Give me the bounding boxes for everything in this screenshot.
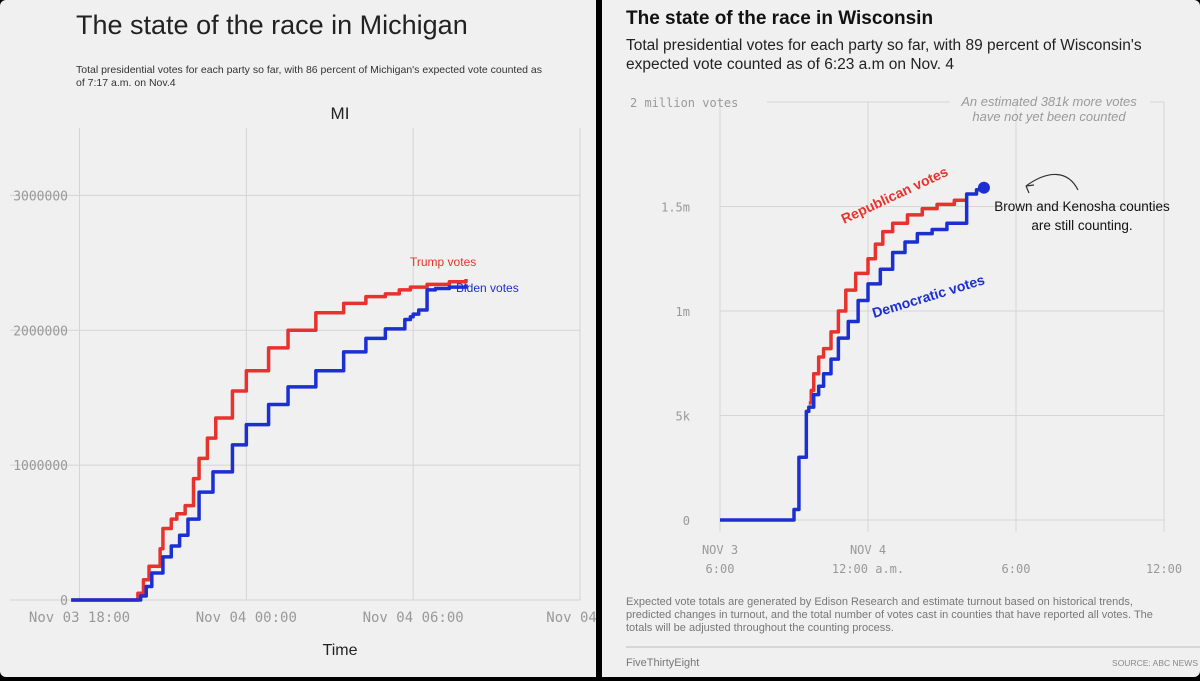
trump-votes-line — [71, 279, 468, 602]
x-tick-label: NOV 4 12:00 a.m. — [832, 543, 904, 576]
y-tick-label: 5k — [676, 410, 691, 424]
michigan-title: The state of the race in Michigan — [76, 10, 468, 40]
latest-count-dot — [977, 181, 990, 194]
x-tick-label: Nov 04 00:00 — [196, 610, 297, 626]
michigan-subtitle: Total presidential votes for each party … — [76, 64, 543, 89]
michigan-chart: Nov 03 18:00 Nov 04 00:00 Nov 04 06:00 Nov … — [10, 104, 596, 659]
biden-votes-label: Biden votes — [456, 281, 519, 295]
wisconsin-panel: The state of the race in Wisconsin Total… — [602, 0, 1200, 677]
source-label: SOURCE: ABC NEWS — [1112, 658, 1198, 668]
chart-title: MI — [331, 104, 350, 123]
x-tick-label: Nov 04 06:00 — [363, 610, 464, 626]
republican-votes-line — [808, 198, 967, 405]
x-tick-label: Nov 03 18:00 — [29, 610, 130, 626]
trump-votes-label: Trump votes — [410, 255, 476, 269]
x-axis-title: Time — [323, 642, 358, 659]
republican-votes-label: Republican votes — [839, 163, 951, 227]
x-tick-label: NOV 3 6:00 — [702, 543, 738, 576]
y-tick-label: 0 — [683, 514, 690, 528]
democratic-votes-label: Democratic votes — [870, 271, 986, 320]
brand-label: FiveThirtyEight — [626, 657, 700, 669]
callout-arrowhead — [1025, 184, 1035, 194]
wisconsin-footnote: Expected vote totals are generated by Ed… — [626, 596, 1153, 634]
x-tick-label: 6:00 — [1002, 562, 1031, 576]
michigan-panel: The state of the race in Michigan Total … — [0, 0, 596, 677]
x-tick-label: Nov 04 1 — [546, 610, 596, 626]
wisconsin-chart: NOV 3 6:00 NOV 4 12:00 a.m. 6:00 12:00 0 5k 1m 1.… — [626, 94, 1200, 648]
wisconsin-subtitle: Total presidential votes for each party … — [626, 37, 1142, 73]
wisconsin-title: The state of the race in Wisconsin — [626, 8, 934, 29]
democratic-votes-line — [720, 185, 984, 522]
callout-arrow — [1025, 173, 1079, 191]
y-tick-label: 3000000 — [13, 189, 68, 204]
y-tick-label: 0 — [60, 594, 68, 609]
y-tick-label: 1000000 — [13, 459, 68, 474]
remaining-votes-note: An estimated 381k more votes have not yet… — [960, 94, 1137, 124]
x-tick-label: 12:00 — [1146, 562, 1182, 576]
y-tick-label: 2 million votes — [630, 96, 738, 110]
y-tick-label: 1m — [676, 305, 690, 319]
callout-text: Brown and Kenosha counties are still coun… — [994, 199, 1170, 233]
y-tick-label: 1.5m — [661, 201, 690, 215]
y-tick-label: 2000000 — [13, 324, 68, 339]
biden-votes-line — [71, 284, 468, 602]
